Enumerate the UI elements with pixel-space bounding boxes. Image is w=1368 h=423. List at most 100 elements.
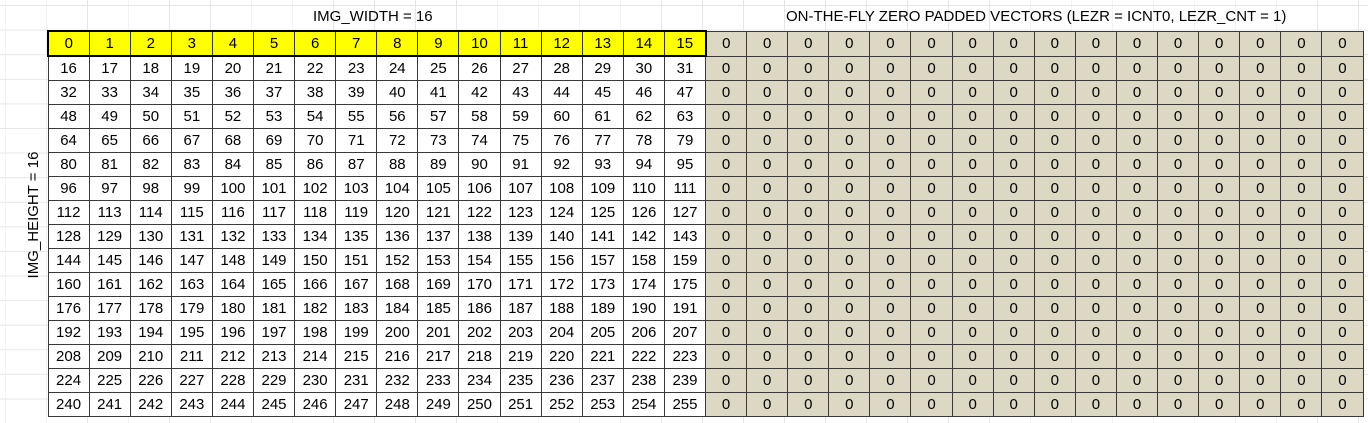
zero-padded-cell[interactable]: 0 xyxy=(1198,296,1241,321)
zero-padded-cell[interactable]: 0 xyxy=(828,224,871,249)
zero-padded-cell[interactable]: 0 xyxy=(869,30,912,57)
zero-padded-cell[interactable]: 0 xyxy=(1157,128,1200,153)
zero-padded-cell[interactable]: 0 xyxy=(704,248,748,273)
zero-padded-cell[interactable]: 0 xyxy=(704,80,748,105)
index-cell[interactable]: 145 xyxy=(88,248,131,273)
index-cell[interactable]: 91 xyxy=(499,152,542,177)
header-index-cell[interactable]: 0 xyxy=(46,30,90,57)
zero-padded-cell[interactable]: 0 xyxy=(910,104,953,129)
index-cell[interactable]: 250 xyxy=(458,392,501,417)
zero-padded-cell[interactable]: 0 xyxy=(1033,224,1076,249)
index-cell[interactable]: 16 xyxy=(47,55,90,81)
zero-padded-cell[interactable]: 0 xyxy=(1239,152,1282,177)
index-cell[interactable]: 38 xyxy=(294,80,337,105)
zero-padded-cell[interactable]: 0 xyxy=(1198,80,1241,105)
zero-padded-cell[interactable]: 0 xyxy=(869,392,912,417)
index-cell[interactable]: 85 xyxy=(252,152,296,177)
zero-padded-cell[interactable]: 0 xyxy=(1033,80,1076,105)
zero-padded-cell[interactable]: 0 xyxy=(869,344,912,369)
index-cell[interactable]: 178 xyxy=(129,296,172,321)
zero-padded-cell[interactable]: 0 xyxy=(951,152,994,177)
index-cell[interactable]: 177 xyxy=(88,296,131,321)
zero-padded-cell[interactable]: 0 xyxy=(1074,176,1117,201)
index-cell[interactable]: 35 xyxy=(170,80,213,105)
index-cell[interactable]: 102 xyxy=(294,176,337,201)
index-cell[interactable]: 24 xyxy=(376,55,419,81)
zero-padded-cell[interactable]: 0 xyxy=(992,392,1035,417)
zero-padded-cell[interactable]: 0 xyxy=(746,368,789,393)
zero-padded-cell[interactable]: 0 xyxy=(746,320,789,345)
zero-padded-cell[interactable]: 0 xyxy=(1074,368,1117,393)
zero-padded-cell[interactable]: 0 xyxy=(787,104,830,129)
zero-padded-cell[interactable]: 0 xyxy=(1157,30,1200,57)
index-cell[interactable]: 21 xyxy=(252,55,296,81)
zero-padded-cell[interactable]: 0 xyxy=(910,272,953,297)
index-cell[interactable]: 215 xyxy=(335,344,378,369)
zero-padded-cell[interactable]: 0 xyxy=(951,344,994,369)
zero-padded-cell[interactable]: 0 xyxy=(1033,128,1076,153)
index-cell[interactable]: 163 xyxy=(170,272,213,297)
index-cell[interactable]: 200 xyxy=(376,320,419,345)
zero-padded-cell[interactable]: 0 xyxy=(704,176,748,201)
index-cell[interactable]: 93 xyxy=(581,152,624,177)
index-cell[interactable]: 147 xyxy=(170,248,213,273)
index-cell[interactable]: 226 xyxy=(129,368,172,393)
zero-padded-cell[interactable]: 0 xyxy=(1115,152,1159,177)
index-cell[interactable]: 76 xyxy=(540,128,583,153)
index-cell[interactable]: 120 xyxy=(376,200,419,225)
index-cell[interactable]: 238 xyxy=(622,368,665,393)
index-cell[interactable]: 184 xyxy=(376,296,419,321)
zero-padded-cell[interactable]: 0 xyxy=(1074,296,1117,321)
index-cell[interactable]: 80 xyxy=(47,152,90,177)
header-index-cell[interactable]: 12 xyxy=(540,30,583,57)
zero-padded-cell[interactable]: 0 xyxy=(1115,200,1159,225)
zero-padded-cell[interactable]: 0 xyxy=(704,200,748,225)
zero-padded-cell[interactable]: 0 xyxy=(1321,272,1364,297)
zero-padded-cell[interactable]: 0 xyxy=(787,152,830,177)
zero-padded-cell[interactable]: 0 xyxy=(1033,392,1076,417)
header-index-cell[interactable]: 15 xyxy=(663,30,707,57)
header-index-cell[interactable]: 13 xyxy=(581,30,624,57)
zero-padded-cell[interactable]: 0 xyxy=(1115,344,1159,369)
zero-padded-cell[interactable]: 0 xyxy=(704,344,748,369)
zero-padded-cell[interactable]: 0 xyxy=(704,320,748,345)
zero-padded-cell[interactable]: 0 xyxy=(1033,176,1076,201)
index-cell[interactable]: 123 xyxy=(499,200,542,225)
header-index-cell[interactable]: 10 xyxy=(458,30,501,57)
zero-padded-cell[interactable]: 0 xyxy=(1321,344,1364,369)
index-cell[interactable]: 194 xyxy=(129,320,172,345)
index-cell[interactable]: 119 xyxy=(335,200,378,225)
header-index-cell[interactable]: 1 xyxy=(88,30,131,57)
zero-padded-cell[interactable]: 0 xyxy=(746,152,789,177)
zero-padded-cell[interactable]: 0 xyxy=(1074,104,1117,129)
index-cell[interactable]: 199 xyxy=(335,320,378,345)
zero-padded-cell[interactable]: 0 xyxy=(787,296,830,321)
zero-padded-cell[interactable]: 0 xyxy=(1280,176,1323,201)
zero-padded-cell[interactable]: 0 xyxy=(787,30,830,57)
index-cell[interactable]: 84 xyxy=(211,152,254,177)
zero-padded-cell[interactable]: 0 xyxy=(787,128,830,153)
zero-padded-cell[interactable]: 0 xyxy=(1280,320,1323,345)
zero-padded-cell[interactable]: 0 xyxy=(787,392,830,417)
index-cell[interactable]: 176 xyxy=(47,296,90,321)
zero-padded-cell[interactable]: 0 xyxy=(1321,176,1364,201)
zero-padded-cell[interactable]: 0 xyxy=(704,272,748,297)
zero-padded-cell[interactable]: 0 xyxy=(1074,392,1117,417)
index-cell[interactable]: 157 xyxy=(581,248,624,273)
index-cell[interactable]: 111 xyxy=(663,176,707,201)
index-cell[interactable]: 168 xyxy=(376,272,419,297)
index-cell[interactable]: 109 xyxy=(581,176,624,201)
index-cell[interactable]: 115 xyxy=(170,200,213,225)
zero-padded-cell[interactable]: 0 xyxy=(1321,224,1364,249)
zero-padded-cell[interactable]: 0 xyxy=(746,80,789,105)
index-cell[interactable]: 69 xyxy=(252,128,296,153)
index-cell[interactable]: 106 xyxy=(458,176,501,201)
index-cell[interactable]: 110 xyxy=(622,176,665,201)
zero-padded-cell[interactable]: 0 xyxy=(951,224,994,249)
index-cell[interactable]: 20 xyxy=(211,55,254,81)
zero-padded-cell[interactable]: 0 xyxy=(1280,224,1323,249)
zero-padded-cell[interactable]: 0 xyxy=(869,272,912,297)
zero-padded-cell[interactable]: 0 xyxy=(828,55,871,81)
index-cell[interactable]: 124 xyxy=(540,200,583,225)
zero-padded-cell[interactable]: 0 xyxy=(1239,344,1282,369)
